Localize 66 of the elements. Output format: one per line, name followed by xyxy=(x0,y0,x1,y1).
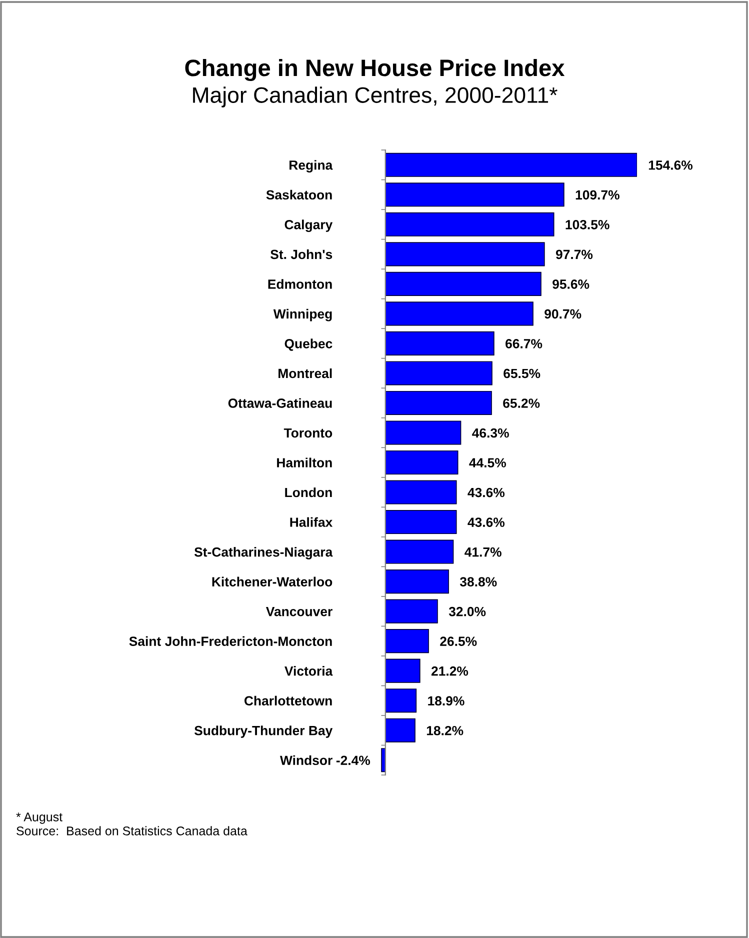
data-label: 154.6% xyxy=(648,160,693,170)
bar xyxy=(384,599,438,624)
y-tick-label: St. John's xyxy=(270,249,332,260)
y-tick-label: Kitchener-Waterloo xyxy=(212,576,332,586)
y-tick-label: Hamilton xyxy=(277,458,332,468)
bar xyxy=(384,658,420,683)
y-tick-label: Regina xyxy=(290,160,333,172)
data-label: 44.5% xyxy=(469,458,506,468)
y-tick-label: Edmonton xyxy=(268,279,332,289)
y-tick-label: Charlottetown xyxy=(244,696,332,706)
chart-title: Change in New House Price Index xyxy=(185,58,565,82)
bar xyxy=(384,331,494,356)
bar xyxy=(384,688,417,713)
bar xyxy=(384,182,564,207)
data-label: 43.6% xyxy=(468,488,505,498)
data-label: 46.3% xyxy=(472,428,509,438)
y-tick-label: Halifax xyxy=(290,517,333,527)
text: * August xyxy=(16,812,62,824)
y-tick-label: Victoria xyxy=(284,666,333,676)
y-tick-label: Vancouver xyxy=(266,607,332,616)
data-label: 41.7% xyxy=(464,547,502,557)
data-label: 38.8% xyxy=(460,577,497,586)
bar xyxy=(384,540,454,564)
bar xyxy=(384,242,545,266)
data-label: 21.2% xyxy=(431,666,468,676)
y-tick-label: Quebec xyxy=(284,338,332,351)
data-label: 18.9% xyxy=(428,696,464,706)
bar xyxy=(384,361,492,386)
y-tick-label: Toronto xyxy=(284,428,332,438)
bar xyxy=(384,450,458,475)
chart-subtitle: Major Canadian Centres, 2000-2011* xyxy=(193,86,558,108)
y-tick-label: St-Catharines-Niagara xyxy=(194,547,333,560)
bar xyxy=(384,570,449,594)
y-tick-label: Windsor xyxy=(280,755,332,766)
y-tick-label: Saskatoon xyxy=(266,190,332,200)
data-label: 103.5% xyxy=(566,220,610,230)
bar xyxy=(384,390,492,416)
y-tick-label: Sudbury-Thunder Bay xyxy=(194,726,333,738)
y-tick-label: Calgary xyxy=(284,220,333,232)
bar xyxy=(384,272,542,296)
data-label: 32.0% xyxy=(448,606,486,616)
bar xyxy=(384,420,462,445)
y-tick-label: London xyxy=(285,487,332,498)
bar xyxy=(384,510,457,534)
data-label: 95.6% xyxy=(552,280,590,289)
bar xyxy=(384,480,457,504)
bar xyxy=(384,152,637,177)
data-label: 66.7% xyxy=(506,339,542,348)
y-tick-label: Winnipeg xyxy=(273,308,332,322)
bar xyxy=(384,212,554,236)
data-label: 26.5% xyxy=(440,636,477,646)
data-label: 43.6% xyxy=(468,518,505,527)
y-tick-label: Ottawa-Gatineau xyxy=(228,398,332,408)
data-label: 90.7% xyxy=(544,309,582,319)
data-label: 65.5% xyxy=(504,368,540,378)
data-label: 65.2% xyxy=(503,398,540,408)
bar xyxy=(384,629,429,654)
data-label: -2.4% xyxy=(336,756,370,766)
source-note: Source: Based on Statistics Canada data xyxy=(16,826,248,836)
y-tick-label: Montreal xyxy=(278,368,332,378)
data-label: 18.2% xyxy=(426,726,464,736)
bar xyxy=(384,302,534,326)
y-tick-label: Saint John-Fredericton-Moncton xyxy=(129,636,332,646)
data-label: 97.7% xyxy=(556,250,593,260)
bar xyxy=(384,718,416,742)
data-label: 109.7% xyxy=(576,190,620,200)
